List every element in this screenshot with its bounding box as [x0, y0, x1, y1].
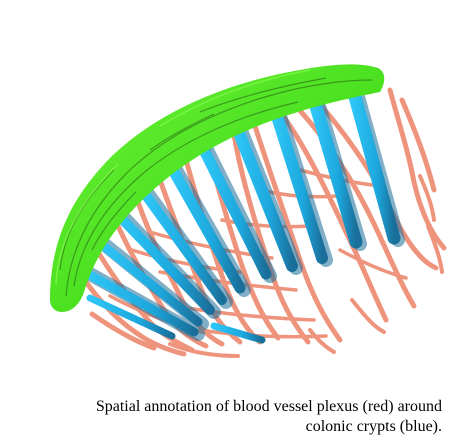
- crypt-2: [306, 89, 363, 249]
- crypt-tubes: [83, 79, 401, 344]
- epithelium-surface: [50, 64, 385, 312]
- crypt-6: [167, 164, 246, 294]
- crypt-9: [96, 239, 203, 327]
- crypt-1: [345, 79, 401, 245]
- crypt-12: [210, 322, 266, 344]
- crypt-8: [116, 213, 215, 315]
- crypt-4: [231, 122, 298, 272]
- caption-line-2: colonic crypts (blue).: [305, 418, 442, 435]
- vessel-loose-ends: [168, 174, 444, 358]
- colonic-crypts: [83, 79, 405, 344]
- crypt-7: [140, 189, 227, 305]
- caption-line-1: Spatial annotation of blood vessel plexu…: [95, 398, 442, 415]
- crypt-10: [83, 269, 199, 337]
- crypt-11: [86, 294, 176, 340]
- crypt-5: [197, 142, 272, 280]
- crypt-3: [269, 104, 328, 264]
- epithelium-texture: [59, 77, 373, 297]
- figure-caption: Spatial annotation of blood vessel plexu…: [22, 397, 442, 437]
- epithelium-highlights: [55, 69, 311, 285]
